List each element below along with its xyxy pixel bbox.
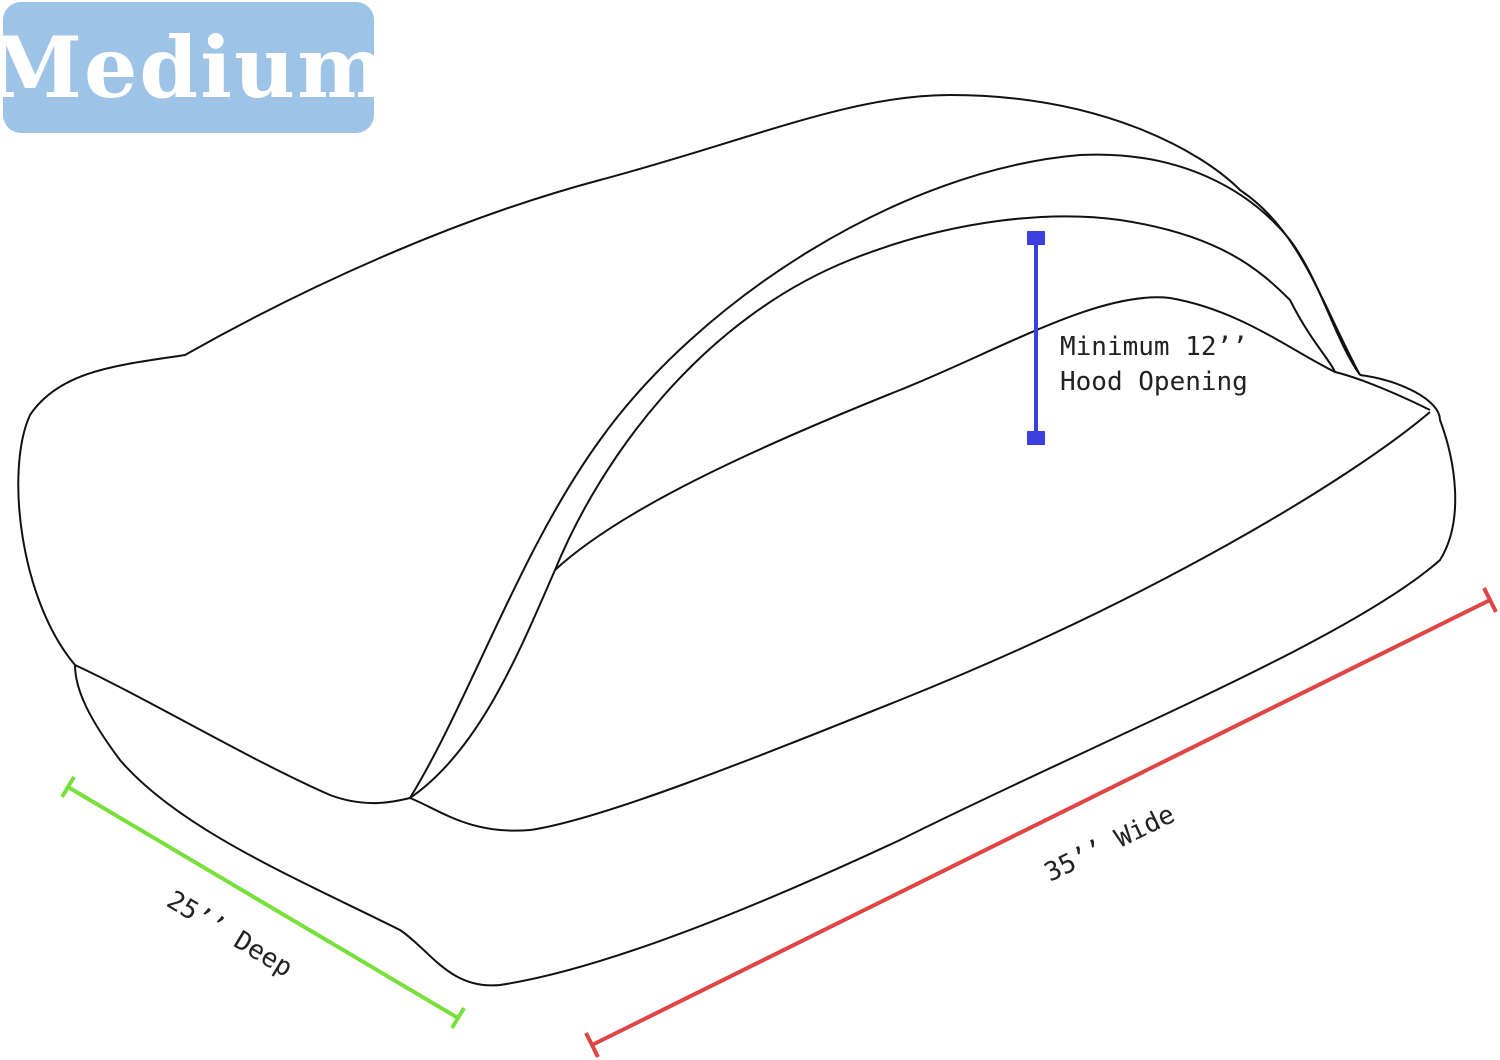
cushion-front-edge	[409, 411, 1431, 832]
depth-label: 25’’ Deep	[161, 885, 297, 983]
hood-label-line2: Hood Opening	[1060, 367, 1248, 397]
hood-label-line1: Minimum 12’’	[1060, 332, 1248, 362]
bed-base-outline	[74, 374, 1457, 987]
depth-measure	[60, 775, 466, 1030]
bed-outline	[17, 93, 1457, 987]
hood-front-edge	[409, 569, 556, 799]
width-measure	[584, 587, 1498, 1058]
hood-outer-arc	[409, 153, 1361, 799]
size-badge: Medium	[0, 2, 386, 133]
bed-top-outline	[17, 93, 1361, 666]
size-badge-label: Medium	[0, 18, 389, 117]
hood-measure	[1027, 231, 1045, 445]
opening-edge	[554, 296, 1431, 571]
bolster-left-edge	[74, 664, 411, 805]
hood-inner-arc	[554, 215, 1336, 571]
